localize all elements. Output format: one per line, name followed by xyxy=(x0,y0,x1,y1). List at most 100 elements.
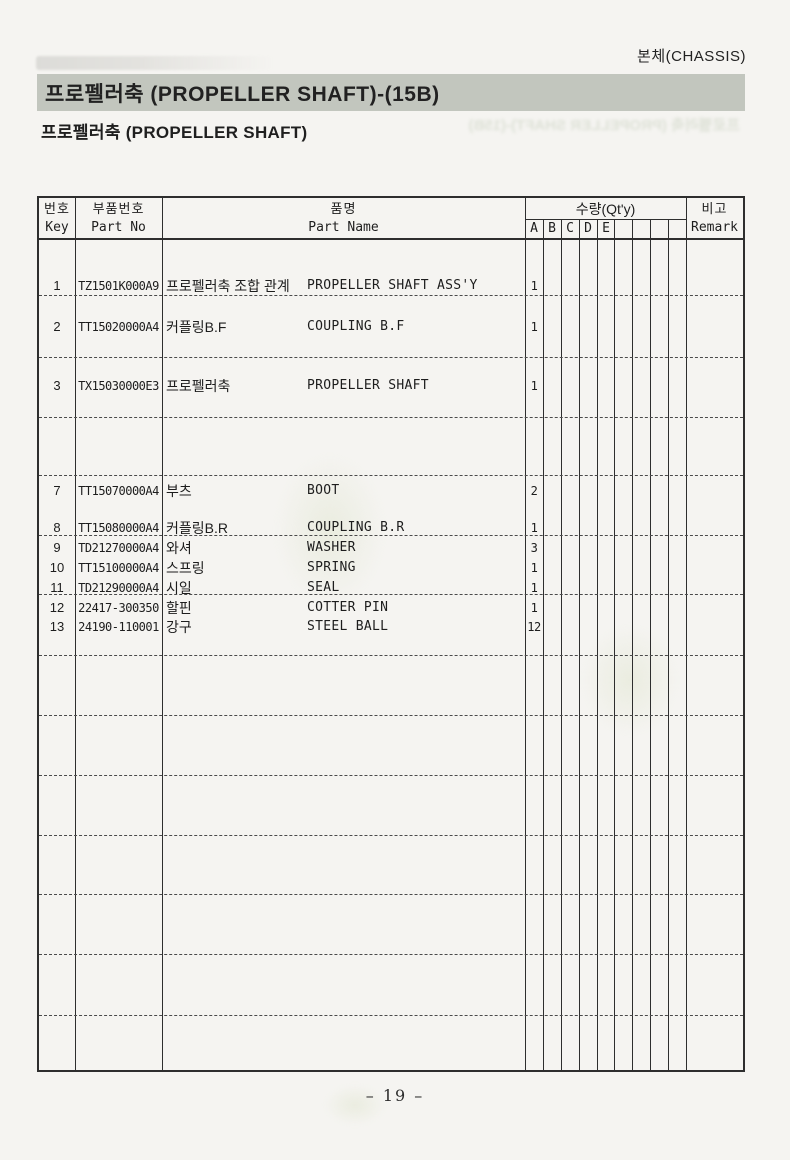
row-separator-dashed xyxy=(39,417,743,418)
row-qty-a: 1 xyxy=(530,521,538,535)
qty-subcolumn-label xyxy=(650,220,668,239)
row-key: 11 xyxy=(50,580,64,595)
row-part-no: 24190-110001 xyxy=(78,620,159,634)
row-qty-a: 3 xyxy=(530,541,538,555)
row-name-korean: 커플링B.R xyxy=(166,520,228,536)
row-separator-dashed xyxy=(39,475,743,476)
row-separator-dashed xyxy=(39,715,743,716)
row-separator-dashed xyxy=(39,357,743,358)
table-grid-line xyxy=(668,220,669,1070)
row-qty-a: 1 xyxy=(530,561,538,575)
table-row: 8 TT15080000A4 커플링B.R COUPLING B.R 1 xyxy=(39,519,743,537)
table-grid-line xyxy=(525,198,526,1070)
row-part-no: TX15030000E3 xyxy=(78,379,159,393)
row-separator-dashed xyxy=(39,835,743,836)
table-grid-line xyxy=(543,220,544,1070)
row-qty-a: 12 xyxy=(527,620,541,634)
qty-subcolumn-label: A xyxy=(530,221,538,236)
bleed-artifact xyxy=(560,600,700,760)
qty-subcolumn-label xyxy=(632,220,650,239)
column-header-qty-label: 수량(Qt'y) xyxy=(575,201,636,217)
row-part-no: 22417-300350 xyxy=(78,601,159,615)
table-row: 3 TX15030000E3 프로펠러축 PROPELLER SHAFT 1 xyxy=(39,377,743,395)
row-qty-a: 2 xyxy=(530,484,538,498)
page-number: – 19 – xyxy=(365,1086,425,1105)
row-name-korean: 부츠 xyxy=(166,483,192,499)
row-name-english: STEEL BALL xyxy=(307,619,389,634)
bleed-artifact xyxy=(310,1075,400,1135)
qty-subcolumn-label: C xyxy=(566,221,574,236)
table-grid-line xyxy=(597,220,598,1070)
row-separator-dashed xyxy=(39,594,743,595)
row-name-korean: 프로펠러축 조합 관계 xyxy=(166,278,290,294)
table-grid-line xyxy=(650,220,651,1070)
table-header-divider xyxy=(39,238,743,240)
row-key: 1 xyxy=(53,278,61,293)
row-part-no: TT15070000A4 xyxy=(78,484,159,498)
row-name-english: PROPELLER SHAFT ASS'Y xyxy=(307,278,478,293)
page-title: 프로펠러축 (PROPELLER SHAFT)-(15B) xyxy=(45,82,440,106)
row-name-korean: 스프링 xyxy=(166,560,205,576)
table-grid-line xyxy=(614,220,615,1070)
table-grid-line xyxy=(686,198,687,1070)
row-key: 2 xyxy=(53,319,61,334)
column-header-part-no: 부품번호 Part No xyxy=(75,198,162,238)
row-name-korean: 커플링B.F xyxy=(166,319,227,335)
row-separator-dashed xyxy=(39,954,743,955)
row-separator-dashed xyxy=(39,295,743,296)
column-header-part-name-kr: 품명 xyxy=(330,201,357,216)
row-key: 12 xyxy=(49,600,65,615)
column-header-part-no-kr: 부품번호 xyxy=(92,201,145,216)
column-header-part-name: 품명 Part Name xyxy=(162,198,525,238)
column-header-key: 번호 Key xyxy=(39,198,75,238)
qty-subcolumn-label: D xyxy=(584,221,592,236)
column-header-key-en: Key xyxy=(45,220,69,235)
row-qty-a: 1 xyxy=(530,279,538,293)
qty-subcolumn-label xyxy=(668,220,686,239)
row-separator-dashed xyxy=(39,775,743,776)
row-part-no: TT15020000A4 xyxy=(78,320,159,334)
row-qty-a: 1 xyxy=(530,379,538,393)
bleed-artifact xyxy=(250,420,410,640)
row-separator-dashed xyxy=(39,894,743,895)
row-key: 8 xyxy=(53,520,61,535)
row-name-english: WASHER xyxy=(307,540,356,555)
title-bar: 프로펠러축 (PROPELLER SHAFT)-(15B) xyxy=(37,74,745,111)
row-separator-dashed xyxy=(39,535,743,536)
row-key: 10 xyxy=(49,560,65,575)
row-name-korean: 강구 xyxy=(166,619,192,635)
table-grid-line xyxy=(632,220,633,1070)
row-qty-a: 1 xyxy=(530,581,538,595)
row-separator-dashed xyxy=(39,1015,743,1016)
table-row: 11 TD21290000A4 시일 SEAL 1 xyxy=(39,579,743,597)
table-row: 10 TT15100000A4 스프링 SPRING 1 xyxy=(39,559,743,577)
row-part-no: TD21290000A4 xyxy=(78,581,159,595)
row-key: 3 xyxy=(53,378,61,393)
row-part-no: TZ1501K000A9 xyxy=(78,279,159,293)
table-row: 9 TD21270000A4 와셔 WASHER 3 xyxy=(39,539,743,557)
row-name-english: SEAL xyxy=(307,580,340,595)
row-qty-a: 1 xyxy=(530,601,538,615)
row-name-english: BOOT xyxy=(307,483,340,498)
table-row: 12 22417-300350 할핀 COTTER PIN 1 xyxy=(39,599,743,617)
parts-table: 번호 Key 부품번호 Part No 품명 Part Name 수량(Qt'y… xyxy=(37,196,745,1072)
table-row: 2 TT15020000A4 커플링B.F COUPLING B.F 1 xyxy=(39,318,743,336)
table-grid-line xyxy=(75,198,76,1070)
table-row: 1 TZ1501K000A9 프로펠러축 조합 관계 PROPELLER SHAFT … xyxy=(39,277,743,295)
row-name-korean: 할핀 xyxy=(166,600,192,616)
row-separator-dashed xyxy=(39,655,743,656)
qty-subcolumn-label xyxy=(614,220,632,239)
row-part-no: TD21270000A4 xyxy=(78,541,159,555)
row-key: 9 xyxy=(53,540,61,555)
page-subtitle: 프로펠러축 (PROPELLER SHAFT) xyxy=(41,123,308,142)
row-name-english: SPRING xyxy=(307,560,356,575)
table-row: 13 24190-110001 강구 STEEL BALL 12 xyxy=(39,618,743,636)
row-qty-a: 1 xyxy=(530,320,538,334)
column-header-part-name-en: Part Name xyxy=(308,220,379,235)
row-key: 7 xyxy=(53,483,61,498)
row-name-english: PROPELLER SHAFT xyxy=(307,378,429,393)
row-name-korean: 프로펠러축 xyxy=(166,378,231,394)
section-label-chassis: 본체(CHASSIS) xyxy=(637,48,746,65)
row-name-korean: 시일 xyxy=(166,580,192,596)
